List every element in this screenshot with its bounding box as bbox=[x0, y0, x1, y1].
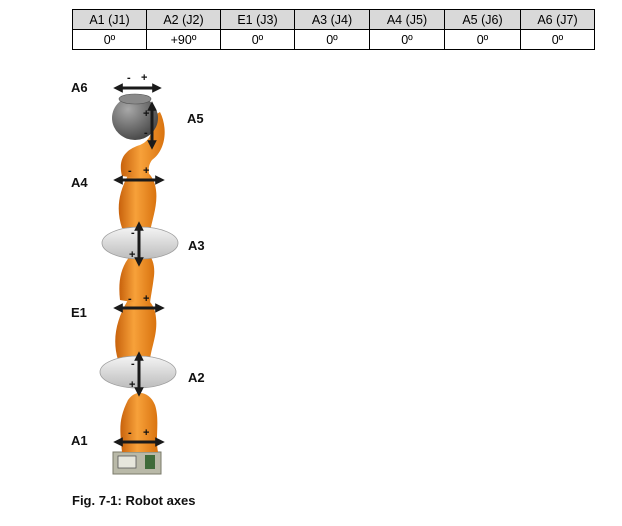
axis-label-a1: A1 bbox=[71, 433, 88, 448]
sign-plus-a1: + bbox=[143, 427, 149, 439]
axis-position-table: A1 (J1) A2 (J2) E1 (J3) A3 (J4) A4 (J5) … bbox=[72, 9, 595, 50]
value-cell-a4: 0º bbox=[369, 29, 445, 50]
sign-plus-a4: + bbox=[143, 165, 149, 177]
link-a3-a4 bbox=[118, 168, 157, 232]
header-cell-a6: A6 (J7) bbox=[520, 9, 595, 30]
axis-label-a4: A4 bbox=[71, 175, 88, 190]
sign-minus-a4: - bbox=[128, 165, 132, 177]
sign-minus-e1: - bbox=[128, 293, 132, 305]
sign-minus-a5: - bbox=[144, 127, 148, 139]
header-cell-a5: A5 (J6) bbox=[444, 9, 521, 30]
link-e1-a3 bbox=[119, 250, 155, 305]
axis-label-a3: A3 bbox=[188, 238, 205, 253]
value-cell-a3: 0º bbox=[294, 29, 370, 50]
sign-plus-a2: + bbox=[129, 379, 135, 391]
header-cell-a4: A4 (J5) bbox=[369, 9, 445, 30]
head-flange bbox=[118, 93, 152, 105]
value-cell-a1: 0º bbox=[72, 29, 147, 50]
sign-plus-e1: + bbox=[143, 293, 149, 305]
value-cell-e1: 0º bbox=[220, 29, 295, 50]
sign-minus-a1: - bbox=[128, 427, 132, 439]
sign-plus-a5: + bbox=[143, 108, 149, 120]
value-cell-a5: 0º bbox=[444, 29, 521, 50]
axis-label-a5: A5 bbox=[187, 111, 204, 126]
axis-label-a6: A6 bbox=[71, 80, 88, 95]
table-header-row: A1 (J1) A2 (J2) E1 (J3) A3 (J4) A4 (J5) … bbox=[72, 9, 595, 30]
sign-plus-a6: + bbox=[141, 72, 147, 84]
sign-minus-a6: - bbox=[127, 72, 131, 84]
robot-head bbox=[112, 96, 158, 140]
sign-minus-a3: - bbox=[131, 227, 135, 239]
axis-label-a2: A2 bbox=[188, 370, 205, 385]
sign-minus-a2: - bbox=[131, 358, 135, 370]
value-cell-a2: +90º bbox=[146, 29, 221, 50]
sign-plus-a3: + bbox=[129, 249, 135, 261]
table-value-row: 0º +90º 0º 0º 0º 0º 0º bbox=[72, 29, 595, 50]
link-a2-e1 bbox=[115, 296, 157, 362]
header-cell-e1: E1 (J3) bbox=[220, 9, 295, 30]
figure-caption: Fig. 7-1: Robot axes bbox=[72, 493, 196, 508]
axis-label-e1: E1 bbox=[71, 305, 87, 320]
value-cell-a6: 0º bbox=[520, 29, 595, 50]
base-connector bbox=[117, 455, 137, 469]
base-plug bbox=[145, 455, 155, 469]
header-cell-a1: A1 (J1) bbox=[72, 9, 147, 30]
header-cell-a2: A2 (J2) bbox=[146, 9, 221, 30]
